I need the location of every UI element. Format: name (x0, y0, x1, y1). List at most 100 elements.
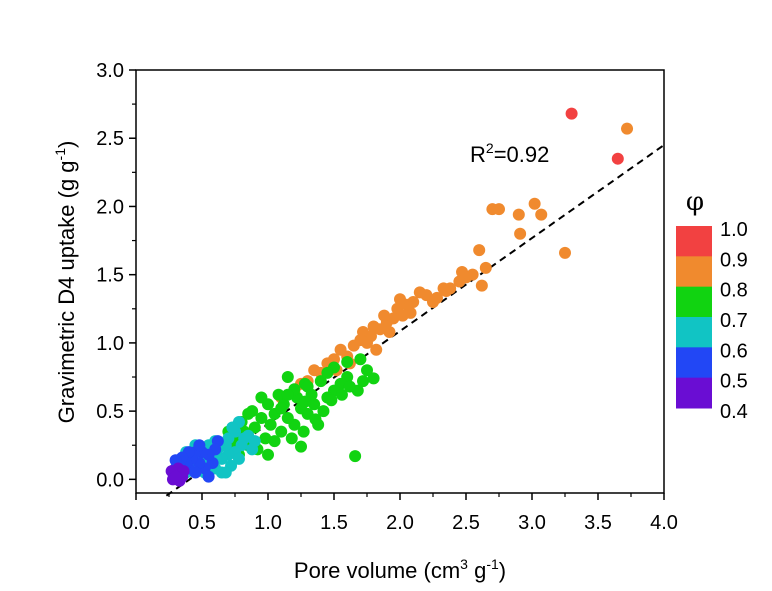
data-point (354, 334, 367, 347)
data-point (219, 466, 232, 479)
x-tick-label: 1.5 (320, 512, 348, 534)
data-point (193, 439, 206, 452)
data-point (394, 293, 406, 306)
colorbar-bins (676, 226, 712, 409)
data-point (473, 244, 486, 257)
r-squared-annotation: R2=0.92 (470, 140, 549, 167)
data-point (255, 411, 268, 424)
data-point (232, 452, 245, 465)
data-point (297, 425, 310, 438)
data-point (215, 452, 228, 465)
data-point (512, 208, 525, 221)
data-point (242, 407, 255, 420)
data-point (226, 421, 239, 434)
data-point (248, 421, 261, 434)
x-tick-label: 0.5 (188, 512, 216, 534)
plot-frame (135, 69, 665, 494)
data-point (370, 343, 383, 356)
y-tick-label: 3.0 (96, 60, 124, 82)
data-point (611, 152, 624, 165)
colorbar-tick-label: 0.4 (720, 401, 748, 423)
data-point (437, 282, 450, 295)
data-point (466, 268, 479, 281)
y-tick-label: 0.5 (96, 401, 124, 423)
data-point (275, 425, 288, 438)
colorbar-bin (676, 256, 712, 288)
colorbar-tick-label: 0.5 (720, 371, 748, 393)
data-point (308, 364, 321, 377)
x-axis-label: Pore volume (cm3 g-1) (294, 556, 506, 583)
y-tick-label: 2.0 (96, 196, 124, 218)
data-point (308, 398, 321, 411)
y-axis-ticks: 0.0 0.5 1.0 1.5 2.0 2.5 3.0 (96, 60, 136, 491)
data-point (354, 353, 367, 366)
data-point (514, 227, 527, 240)
data-point (301, 380, 314, 393)
data-point (479, 261, 492, 274)
data-point (559, 246, 571, 259)
y-tick-label: 0.0 (96, 469, 124, 491)
x-tick-label: 4.0 (650, 512, 678, 534)
colorbar-bin (676, 347, 712, 379)
x-tick-label: 3.0 (518, 512, 546, 534)
data-point (248, 435, 261, 448)
colorbar-tick-label: 0.8 (720, 280, 748, 302)
data-point (268, 435, 281, 448)
colorbar: φ 1.0 0.9 0.8 0.7 0.6 0.5 0.4 (676, 187, 748, 423)
data-point (281, 388, 294, 401)
colorbar-bin (676, 226, 712, 257)
plot-area: 0.0 0.5 1.0 1.5 2.0 2.5 3.0 3.5 4.0 0.0 0.5 1.0 1.5… (96, 60, 678, 534)
data-point (281, 371, 294, 384)
data-point (430, 291, 443, 304)
data-point (367, 320, 380, 333)
colorbar-tick-label: 0.7 (720, 310, 748, 332)
data-point (475, 279, 488, 292)
x-tick-label: 3.5 (584, 512, 612, 534)
y-axis-label: Gravimetric D4 uptake (g g-1) (52, 141, 79, 424)
data-point (367, 372, 380, 385)
data-point (259, 432, 272, 445)
colorbar-tick-label: 1.0 (720, 219, 748, 241)
data-point (317, 405, 330, 418)
colorbar-tick-label: 0.6 (720, 340, 748, 362)
data-point (295, 440, 307, 453)
data-point (404, 306, 417, 319)
data-point (535, 208, 548, 221)
data-point (202, 470, 215, 483)
data-point (262, 448, 274, 461)
data-point (528, 197, 541, 210)
y-tick-label: 1.0 (96, 333, 124, 355)
colorbar-ticks: 1.0 0.9 0.8 0.7 0.6 0.5 0.4 (720, 219, 748, 423)
data-point (378, 309, 391, 322)
data-point (334, 343, 347, 356)
data-point (391, 302, 404, 315)
data-point (413, 286, 426, 299)
data-point (275, 402, 288, 415)
data-point (264, 418, 277, 431)
data-point (349, 450, 362, 463)
x-tick-label: 0.0 (122, 512, 150, 534)
y-tick-label: 1.5 (96, 265, 124, 287)
data-point (272, 388, 285, 401)
data-point (298, 395, 311, 408)
colorbar-bin (676, 317, 712, 348)
data-point (357, 375, 370, 388)
data-point (335, 388, 348, 401)
x-tick-label: 2.5 (452, 512, 480, 534)
data-point (255, 391, 268, 404)
data-point (343, 380, 356, 393)
data-point (453, 275, 466, 288)
data-point (621, 122, 634, 135)
colorbar-bin (676, 377, 712, 409)
colorbar-bin (676, 286, 712, 318)
data-point (321, 366, 334, 379)
colorbar-title: φ (686, 187, 704, 217)
x-tick-label: 2.0 (386, 512, 414, 534)
y-tick-label: 2.5 (96, 128, 124, 150)
x-tick-label: 1.0 (254, 512, 282, 534)
x-axis-ticks: 0.0 0.5 1.0 1.5 2.0 2.5 3.0 3.5 4.0 (122, 493, 678, 534)
data-point (325, 394, 338, 407)
data-point (341, 356, 354, 369)
data-point (314, 375, 327, 388)
